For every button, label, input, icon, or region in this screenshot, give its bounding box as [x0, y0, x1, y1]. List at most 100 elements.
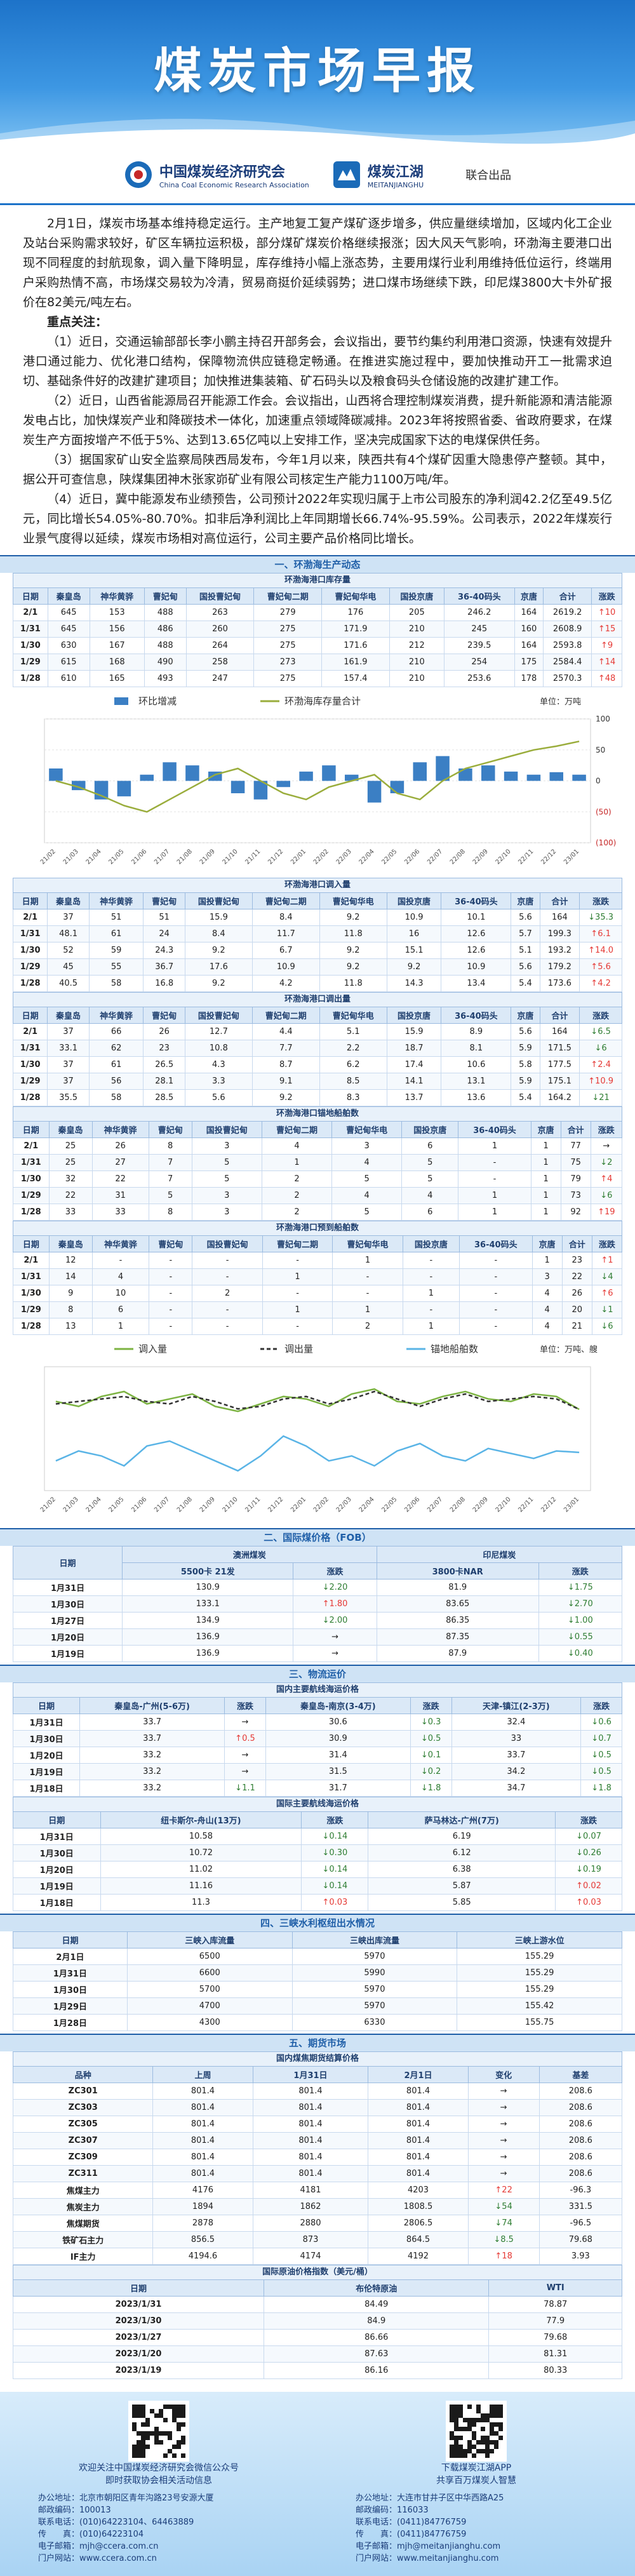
table-cell: →: [590, 1137, 623, 1155]
qr-cell: [137, 2449, 141, 2453]
bar: [94, 781, 109, 800]
table-body: 1月31日 10.58 ↓0.14 6.19 ↓0.07 1月30日 10.72 ↓0.30 6…: [13, 1828, 622, 1911]
table-cell: ↓0.5: [580, 1747, 622, 1764]
qr-cell: [458, 2413, 463, 2418]
x-tick-label: 22/09: [472, 1496, 490, 1513]
table-cell: →: [293, 1628, 377, 1646]
summary: 2月1日，煤炭市场基本维持稳定运行。主产地复工复产煤矿逐步增多，供应量继续增加，…: [0, 205, 635, 553]
table-cell: 5: [148, 1187, 192, 1204]
qr-cell: [145, 2422, 150, 2427]
table-cell: ↑0.5: [224, 1730, 266, 1747]
table-row: 2/1 25 26 8 3 4 3 6 1 1 77 →: [13, 1137, 623, 1155]
table-cell: -: [149, 1285, 193, 1302]
table-cell: 3: [191, 1137, 262, 1155]
column-header: 5500卡 21发: [122, 1562, 294, 1580]
qr-cell: [168, 2405, 172, 2409]
table-cell: ↑0.03: [301, 1894, 369, 1911]
table-cell: 37: [47, 1023, 90, 1040]
table-row: 1月19日 136.9 → 87.9 ↓0.40: [12, 1645, 623, 1662]
table-cell: 165: [89, 670, 145, 687]
table-cell: 279: [253, 604, 323, 621]
column-header: 日期: [12, 1007, 48, 1024]
table-cell: 133.1: [122, 1595, 294, 1613]
qr-cell: [132, 2427, 137, 2431]
table-row: 1月30日 33.7 ↑0.5 30.9 ↓0.5 33 ↓0.7: [12, 1730, 622, 1747]
table-cell: ↑9: [591, 637, 622, 654]
table-cell: 2023/1/31: [12, 2296, 265, 2313]
table-slot: 环渤海港口锚地船舶数 日期 秦皇岛 神华黄骅 曹妃甸 国投曹妃甸 曹妃甸二期 曹妃甸华电 国投京…: [0, 1106, 635, 1221]
table-cell: ZC301: [12, 2083, 154, 2100]
qr-cell: [181, 2422, 185, 2427]
bar: [481, 765, 495, 781]
table-row: 1/29 615 168 490 258 273 161.9 210 254 175 2584.4 ↑…: [13, 654, 622, 671]
x-tick-label: 21/06: [130, 848, 148, 866]
line: [55, 1388, 580, 1412]
qr-cell: [168, 2436, 172, 2440]
table-cell: 4: [91, 1268, 150, 1285]
table-cell: 873: [252, 2231, 369, 2248]
table-cell: 5.1: [511, 942, 540, 959]
qr-cell: [137, 2405, 141, 2409]
x-tick-label: 22/12: [540, 1496, 558, 1513]
chart: 调入量 调出量 锚地船舶数 单位：万吨、艘 21/02 21/03 21/04 21/05 21…: [39, 1343, 598, 1514]
qr-cell: [472, 2436, 476, 2440]
table-cell: ↓0.26: [555, 1844, 622, 1862]
qr-cell: [454, 2436, 458, 2440]
report-title: 煤炭市场早报: [154, 43, 481, 99]
table-cell: →: [293, 1645, 377, 1662]
table-cell: 2023/1/20: [12, 2345, 265, 2363]
table-cell: 77: [560, 1137, 591, 1155]
table-cell: 79.68: [488, 2329, 622, 2346]
table-cell: 87.63: [264, 2345, 490, 2363]
table-cell: -: [402, 1301, 460, 1318]
table-cell: 8: [148, 1137, 192, 1155]
table-cell: ↓0.19: [555, 1861, 622, 1878]
data-table: 国际原油价格指数（美元/桶） 日期 布伦特原油 WTI 2023/1/31 84.49 78…: [12, 2265, 622, 2379]
qr-cell: [141, 2440, 145, 2445]
data-table: 环渤海港口调出量 日期 秦皇岛 神华黄骅 曹妃甸 国投曹妃甸 曹妃甸二期 曹妃甸华电 国投京唐 3…: [12, 992, 622, 1106]
qr-cell: [154, 2413, 159, 2418]
table-title: 国内煤焦期货结算价格: [13, 2051, 622, 2066]
table-cell: ↓6: [590, 1187, 623, 1204]
qr-cell: [150, 2431, 154, 2436]
table-cell: 153: [89, 604, 145, 621]
qr-cell: [458, 2427, 463, 2431]
table-cell: 801.4: [368, 2165, 469, 2182]
table-cell: 61: [88, 1056, 144, 1073]
table-cell: 9.2: [386, 958, 442, 976]
qr-cell: [172, 2405, 177, 2409]
bar: [549, 772, 563, 781]
table-cell: 2023/1/27: [12, 2329, 265, 2346]
table-row: ZC303 801.4 801.4 801.4 → 208.6: [12, 2099, 623, 2116]
table-cell: 5: [401, 1154, 459, 1171]
table-row: 1/29 45 55 36.7 17.6 10.9 9.2 9.2 10.9 5.6 179.2 ↑5…: [12, 958, 622, 976]
table-cell: 9.2: [319, 909, 387, 926]
contact-line: 门户网站：www.ccera.com.cn: [38, 2554, 157, 2563]
org-name: 中国煤炭经济研究会: [159, 164, 285, 180]
table-cell: 801.4: [368, 2099, 469, 2116]
table-cell: 199.3: [539, 925, 580, 943]
bar: [390, 781, 404, 793]
table-cell: 10.9: [386, 909, 442, 926]
table-cell: -: [402, 1268, 460, 1285]
table-cell: 1/29: [13, 1187, 50, 1204]
table-cell: 801.4: [252, 2149, 369, 2166]
table-cell: 615: [47, 654, 90, 671]
table-cell: 801.4: [368, 2116, 469, 2133]
qr-code: [128, 2401, 189, 2462]
table-cell: 80.33: [488, 2362, 622, 2379]
table-body: 2/1 37 51 51 15.9 8.4 9.2 10.9 10.1 5.6 164 ↓35.3 1/…: [12, 909, 622, 992]
table-cell: 58: [88, 975, 144, 992]
table-cell: ↓0.14: [301, 1877, 369, 1895]
qr-cell: [472, 2445, 476, 2449]
table-cell: 164.2: [539, 1089, 580, 1106]
table-cell: 4.4: [251, 1023, 320, 1040]
qr-cell: [177, 2445, 181, 2449]
x-tick-label: 21/02: [39, 1496, 57, 1513]
table-cell: 24: [143, 925, 185, 943]
table-cell: 1808.5: [368, 2198, 469, 2215]
table-row: 1月29日 4700 5970 155.42: [13, 1997, 622, 2015]
qr-cell: [485, 2436, 490, 2440]
qr-cell: [490, 2422, 494, 2427]
